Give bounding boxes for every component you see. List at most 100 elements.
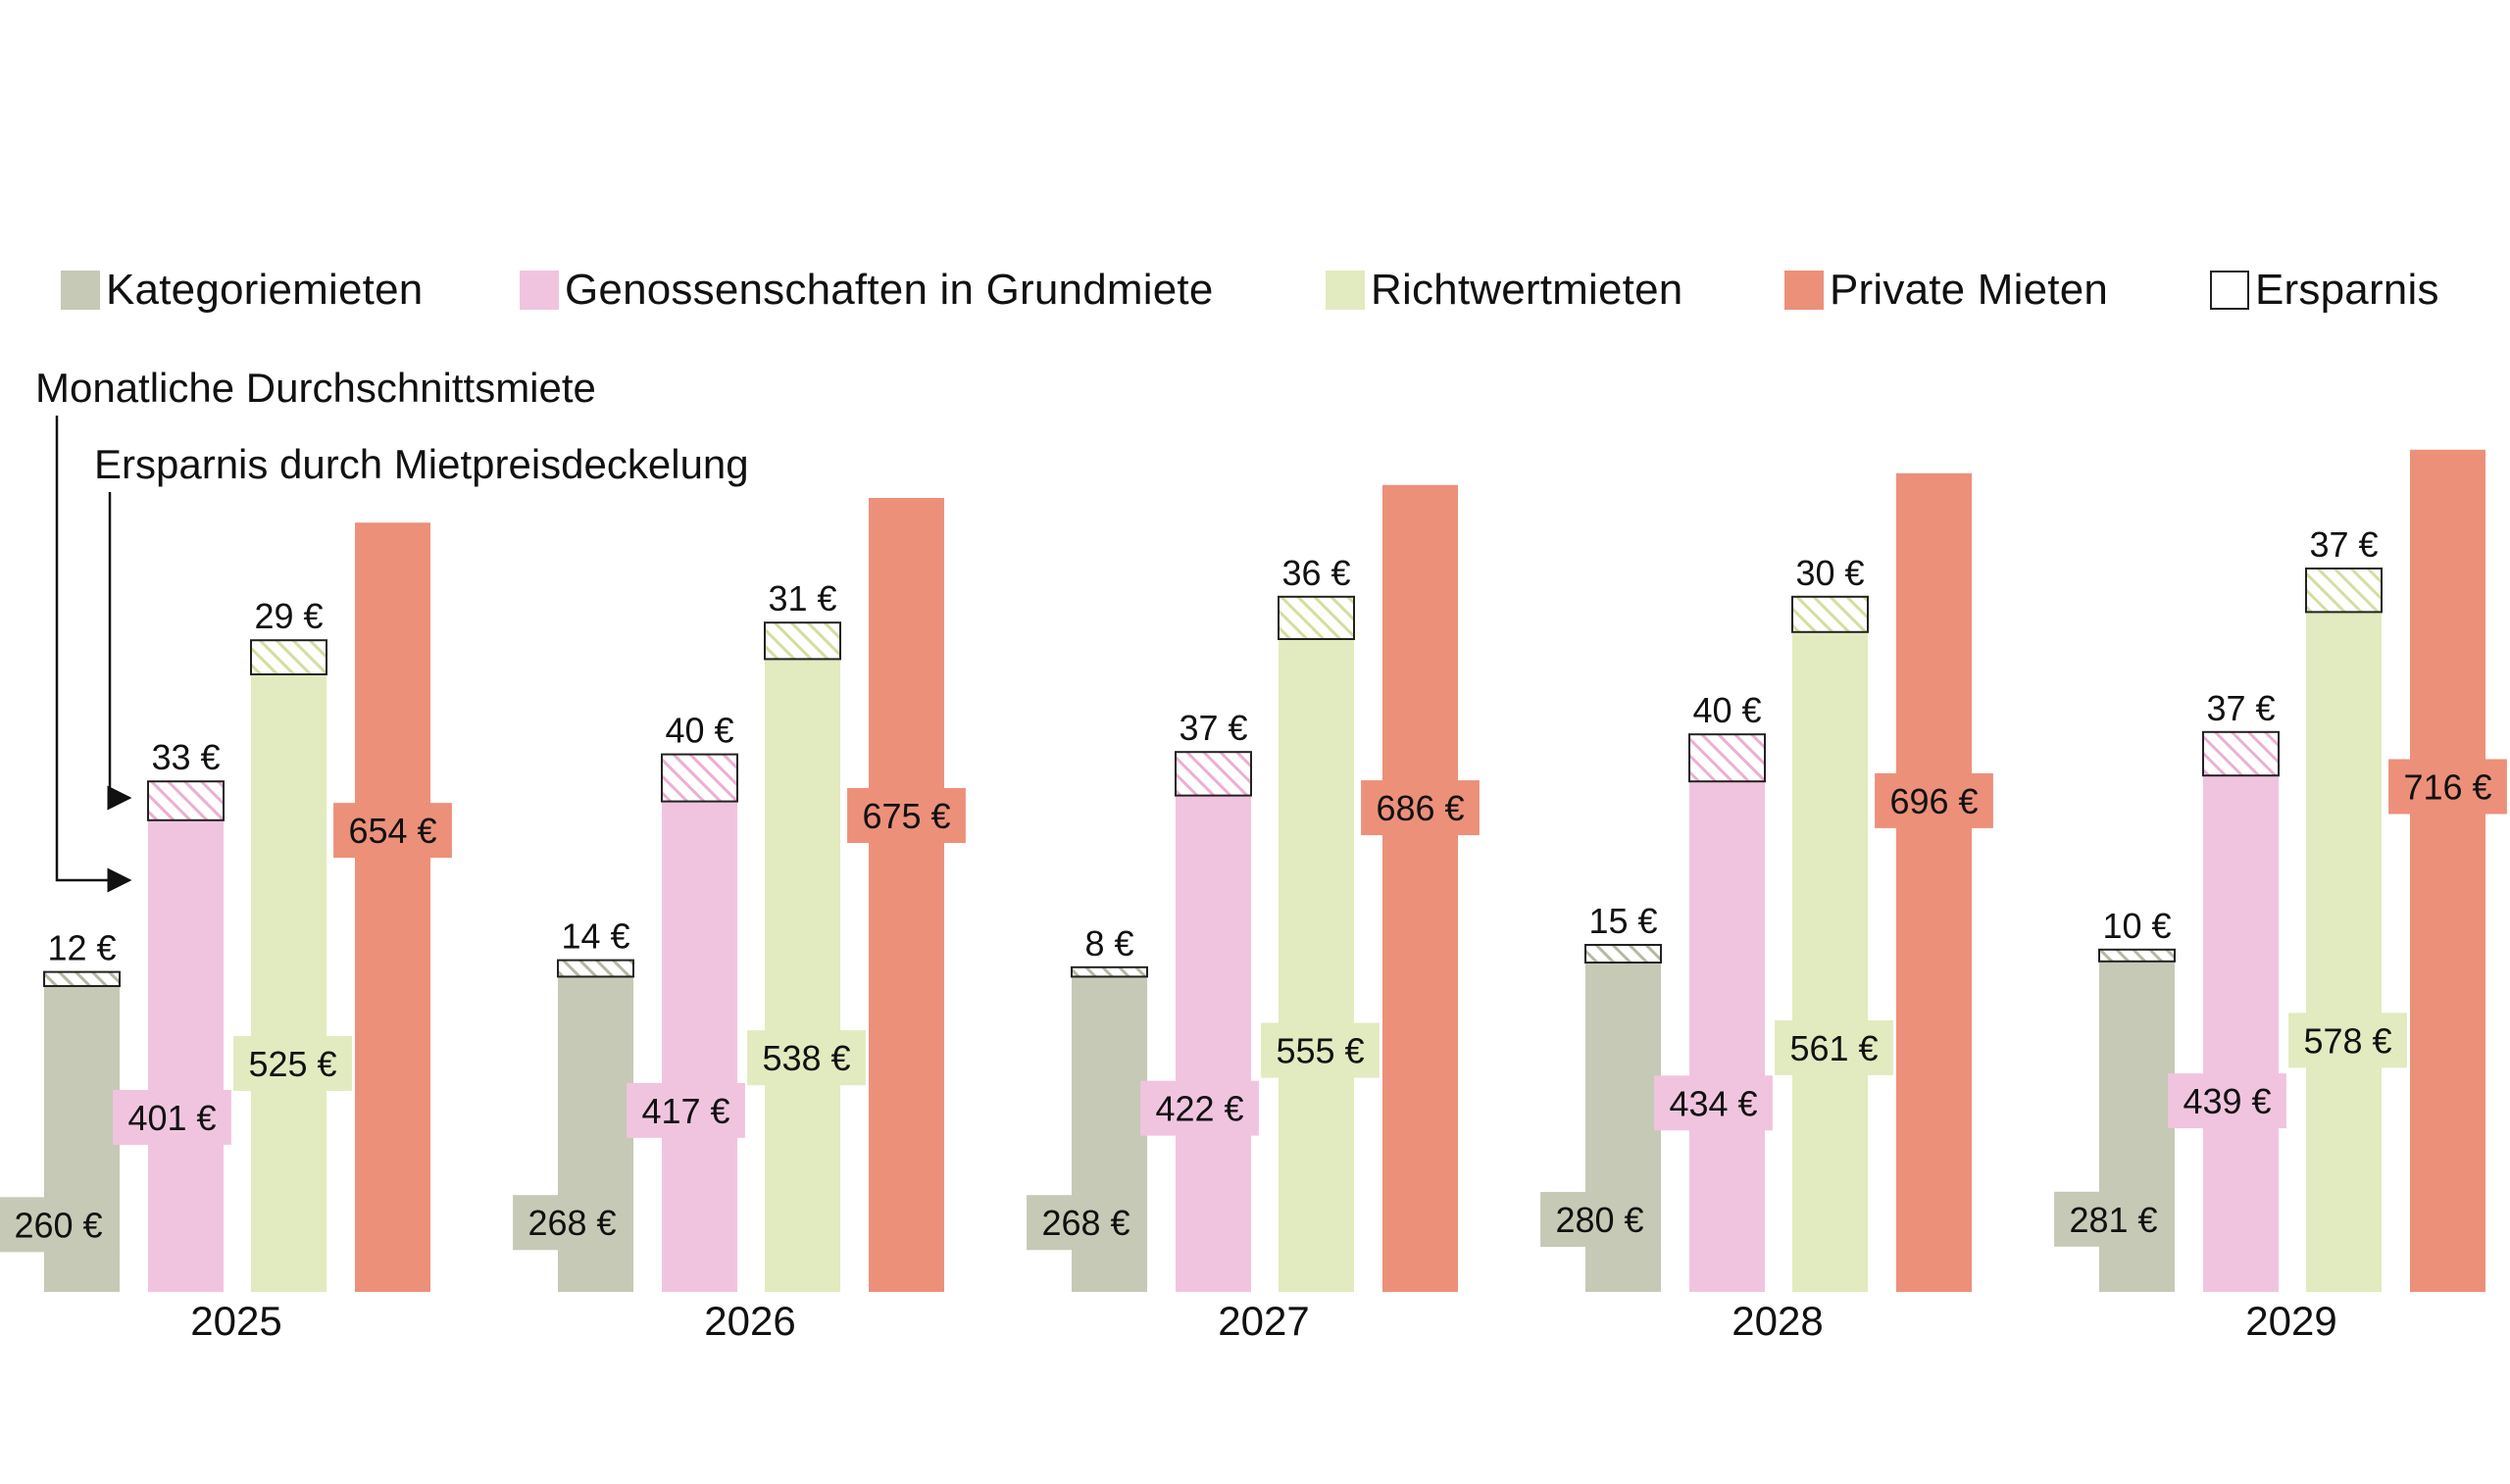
savings-label: 36 € [1281, 553, 1350, 593]
x-tick-label: 2026 [704, 1298, 795, 1344]
data-label: 555 € [1276, 1031, 1364, 1071]
savings-label: 37 € [2309, 524, 2378, 565]
savings-segment [661, 753, 738, 803]
data-label-bg [113, 1089, 231, 1145]
savings-segment [1791, 595, 1869, 633]
legend-swatch-ersparnis [2210, 271, 2249, 310]
data-label: 561 € [1789, 1028, 1878, 1068]
legend-item-kategoriemieten: Kategoriemieten [61, 263, 423, 318]
savings-label: 29 € [254, 596, 323, 636]
data-label-bg [747, 1030, 866, 1086]
legend-item-ersparnis: Ersparnis [2210, 263, 2439, 318]
x-tick-label: 2028 [1732, 1298, 1823, 1344]
bar [1176, 795, 1251, 1292]
annotation-savings: Ersparnis durch Mietpreisdeckelung [94, 441, 749, 487]
savings-segment [250, 639, 327, 676]
data-label-bg [333, 803, 452, 859]
legend-label: Private Mieten [1830, 266, 2109, 314]
bar [869, 498, 944, 1292]
savings-segment [1175, 751, 1252, 797]
x-tick-label: 2025 [190, 1298, 281, 1344]
legend-swatch-kategoriemieten [61, 271, 100, 310]
data-label: 696 € [1889, 781, 1978, 821]
savings-segment [1584, 944, 1662, 964]
data-label-bg [627, 1082, 745, 1138]
x-tick-label: 2027 [1218, 1298, 1309, 1344]
data-label: 525 € [248, 1044, 336, 1084]
legend-swatch-private-mieten [1784, 271, 1824, 310]
bar [765, 659, 840, 1292]
data-label-bg [233, 1035, 352, 1091]
savings-label: 12 € [47, 928, 116, 968]
data-label-bg [1540, 1192, 1659, 1248]
data-label-bg [1775, 1019, 1893, 1075]
data-label: 268 € [527, 1203, 616, 1243]
data-label: 716 € [2403, 767, 2491, 807]
legend-swatch-genossenschaften [520, 271, 559, 310]
data-label-bg [847, 788, 966, 843]
savings-label: 40 € [1692, 690, 1761, 730]
savings-segment [43, 970, 121, 987]
data-label: 280 € [1555, 1200, 1643, 1240]
data-label: 417 € [641, 1091, 729, 1131]
bar [662, 801, 737, 1292]
legend: Kategoriemieten Genossenschaften in Grun… [0, 263, 2510, 318]
savings-label: 14 € [561, 916, 629, 957]
data-label: 578 € [2303, 1020, 2391, 1061]
data-label-bg [2288, 1013, 2407, 1068]
data-label: 281 € [2069, 1200, 2157, 1240]
data-label-bg [0, 1197, 118, 1253]
savings-segment [2202, 730, 2280, 777]
data-label: 260 € [14, 1205, 102, 1245]
savings-segment [764, 621, 841, 661]
bar [2306, 612, 2382, 1292]
savings-segment [1278, 595, 1355, 640]
data-label: 401 € [127, 1098, 216, 1138]
annotation-average-rent: Monatliche Durchschnittsmiete [35, 365, 596, 411]
savings-label: 15 € [1588, 901, 1657, 941]
data-label-bg [1654, 1075, 1773, 1131]
savings-segment [2305, 568, 2383, 614]
savings-segment [147, 780, 225, 821]
data-label: 654 € [348, 811, 436, 851]
legend-item-private-mieten: Private Mieten [1784, 263, 2108, 318]
bar [251, 674, 326, 1292]
savings-segment [557, 959, 634, 978]
legend-label: Genossenschaften in Grundmiete [565, 266, 1214, 314]
x-tick-label: 2029 [2245, 1298, 2336, 1344]
savings-segment [1071, 965, 1148, 978]
data-label-bg [1261, 1022, 1380, 1078]
bar [1279, 639, 1354, 1292]
savings-segment [1688, 733, 1766, 783]
legend-label: Kategoriemieten [106, 266, 424, 314]
savings-label: 31 € [768, 578, 836, 618]
data-label-bg [2388, 759, 2507, 815]
data-label-bg [1875, 772, 1993, 828]
savings-label: 8 € [1084, 923, 1133, 964]
savings-label: 37 € [2206, 688, 2275, 728]
savings-segment [2098, 948, 2176, 963]
legend-label: Richtwertmieten [1371, 266, 1683, 314]
data-label-bg [2054, 1191, 2173, 1247]
data-label: 686 € [1376, 788, 1464, 828]
legend-label: Ersparnis [2255, 266, 2439, 314]
data-label-bg [1027, 1195, 1145, 1251]
legend-item-richtwertmieten: Richtwertmieten [1326, 263, 1682, 318]
bar [355, 522, 430, 1292]
bar [1896, 472, 1972, 1292]
data-label: 422 € [1155, 1089, 1243, 1129]
bar [148, 819, 224, 1292]
data-label-bg [1361, 780, 1480, 836]
data-label-bg [2168, 1073, 2286, 1129]
data-label-bg [513, 1195, 631, 1251]
legend-swatch-richtwertmieten [1326, 271, 1365, 310]
savings-label: 10 € [2102, 906, 2171, 946]
savings-label: 40 € [665, 711, 733, 751]
bar [2410, 449, 2485, 1292]
data-label: 268 € [1041, 1203, 1130, 1243]
annotation-connectors [55, 416, 132, 893]
bar [2203, 775, 2279, 1292]
bar [1382, 484, 1458, 1292]
